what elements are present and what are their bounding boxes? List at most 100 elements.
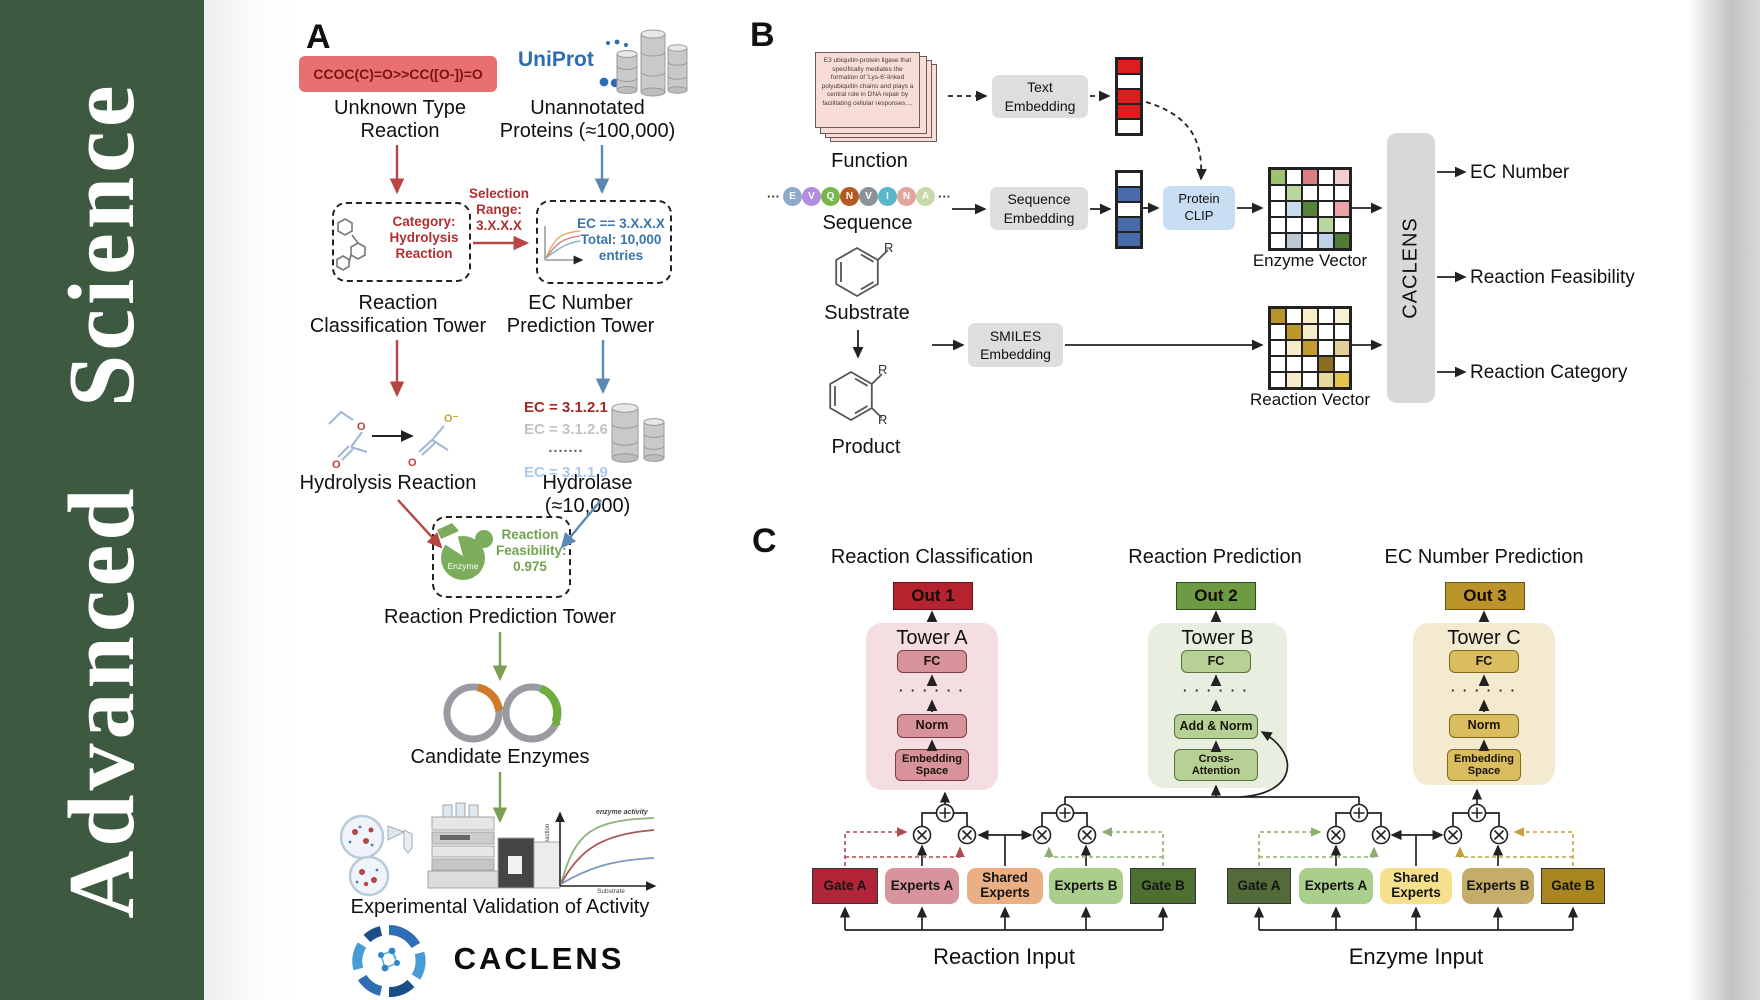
- tower-a-title: Tower A: [896, 627, 968, 649]
- tower-b-cross-attention: Cross- Attention: [1174, 749, 1258, 781]
- vector-cell: [1302, 233, 1318, 249]
- sequence-embedding-vector: [1115, 170, 1143, 249]
- smiles-embedding-box: SMILES Embedding: [968, 323, 1063, 367]
- tower-a-norm: Norm: [897, 714, 967, 738]
- prediction-tower-label: Reaction Prediction Tower: [384, 606, 616, 628]
- vector-cell: [1334, 169, 1350, 185]
- residue-circle: V: [859, 187, 878, 206]
- vector-cell: [1270, 340, 1286, 356]
- vector-cell: [1302, 201, 1318, 217]
- add-node: [1467, 803, 1487, 823]
- panel-a-label: A: [306, 18, 331, 56]
- vector-cell: [1286, 233, 1302, 249]
- vector-cell: [1270, 169, 1286, 185]
- caclens-module: CACLENS: [1387, 133, 1435, 403]
- vector-cell: [1270, 201, 1286, 217]
- ec-item: EC = 3.1.2.6: [524, 420, 608, 438]
- gate-dashed-lines: [844, 827, 1574, 866]
- vector-cell: [1286, 340, 1302, 356]
- text-embedding-vector: [1115, 57, 1143, 136]
- vector-cell: [1117, 202, 1141, 217]
- reaction-experts-b: Experts B: [1049, 868, 1123, 904]
- vector-cell: [1117, 89, 1141, 104]
- vector-cell: [1318, 169, 1334, 185]
- ec-item-ellipsis: ·······: [548, 442, 584, 460]
- sequence-label: Sequence: [822, 212, 913, 234]
- reaction-vector-label: Reaction Vector: [1249, 390, 1370, 409]
- vector-cell: [1302, 356, 1318, 372]
- reaction-input-label: Reaction Input: [933, 944, 1075, 969]
- vector-cell: [1117, 59, 1141, 74]
- output-reaction-feasibility: Reaction Feasibility: [1470, 267, 1635, 288]
- ec-item: EC = 3.1.2.1: [524, 399, 608, 416]
- vector-cell: [1302, 324, 1318, 340]
- out3-box: Out 3: [1445, 582, 1525, 610]
- vector-cell: [1302, 169, 1318, 185]
- vector-cell: [1334, 201, 1350, 217]
- feasibility-text: Reaction Feasibility: 0.975: [496, 527, 567, 575]
- residue-circle: I: [878, 187, 897, 206]
- vector-cell: [1334, 324, 1350, 340]
- classification-dashed-box: [332, 202, 471, 282]
- vector-cell: [1334, 233, 1350, 249]
- panel-c-label: C: [752, 522, 777, 560]
- vector-cell: [1117, 74, 1141, 89]
- vector-cell: [1318, 308, 1334, 324]
- multiply-node: [957, 825, 977, 845]
- vector-cell: [1286, 372, 1302, 388]
- enzyme-vector-label: Enzyme Vector: [1252, 251, 1368, 270]
- ester-o-atom: O: [357, 421, 366, 433]
- protein-clip-box: Protein CLIP: [1163, 186, 1235, 230]
- enzyme-gate-a: Gate A: [1227, 868, 1291, 904]
- sequence-embedding-box: Sequence Embedding: [990, 187, 1088, 230]
- tower-a-embedding-space: Embedding Space: [895, 749, 969, 781]
- output-reaction-category: Reaction Category: [1470, 362, 1628, 383]
- panel-b-label: B: [750, 16, 775, 54]
- activity-ylabel: Rate of reaction: [545, 823, 551, 867]
- vector-cell: [1334, 372, 1350, 388]
- enzyme-shared-experts: Shared Experts: [1380, 868, 1452, 904]
- vector-cell: [1286, 201, 1302, 217]
- product-r1-label: R: [878, 362, 888, 377]
- function-card: E3 ubiquitin-protein ligase that specifi…: [815, 52, 920, 128]
- col-title-ec-prediction: EC Number Prediction: [1384, 546, 1584, 568]
- caclens-wordmark: CACLENS: [453, 941, 625, 976]
- unknown-reaction-label: Unknown Type Reaction: [334, 97, 466, 142]
- ec-dashed-box: [536, 200, 672, 284]
- hydrolase-database-icon: [611, 403, 665, 463]
- vector-cell: [1334, 356, 1350, 372]
- vector-cell: [1270, 324, 1286, 340]
- multiply-node: [912, 825, 932, 845]
- add-node: [935, 803, 955, 823]
- vector-cell: [1286, 169, 1302, 185]
- tower-b-fc: FC: [1181, 650, 1251, 673]
- hydrolase-label: Hydrolase (≈10,000): [542, 472, 633, 517]
- vector-cell: [1302, 217, 1318, 233]
- acetate-molecule-icon: [418, 425, 449, 456]
- multiply-node: [1326, 825, 1346, 845]
- activity-xlabel: Substrate: [597, 888, 625, 895]
- reaction-experts-a: Experts A: [885, 868, 959, 904]
- journal-title: Advanced Science: [50, 81, 154, 919]
- residue-circle: N: [897, 187, 916, 206]
- uniprot-logo: UniProt: [518, 48, 594, 71]
- vector-cell: [1302, 185, 1318, 201]
- tower-b-add-norm: Add & Norm: [1174, 714, 1258, 739]
- vector-cell: [1318, 324, 1334, 340]
- reaction-shared-experts: Shared Experts: [967, 868, 1043, 904]
- enzyme-input-label: Enzyme Input: [1348, 944, 1484, 969]
- unannotated-proteins-label: Unannotated Proteins (≈100,000): [499, 97, 676, 142]
- vector-cell: [1117, 217, 1141, 232]
- residue-circle: E: [783, 187, 802, 206]
- vector-cell: [1117, 104, 1141, 119]
- ec-box-text: EC == 3.X.X.X Total: 10,000 entries: [577, 216, 665, 264]
- selection-range-label: Selection Range: 3.X.X.X: [468, 186, 530, 234]
- vector-cell: [1318, 233, 1334, 249]
- out2-box: Out 2: [1176, 582, 1256, 610]
- vector-cell: [1318, 201, 1334, 217]
- add-node: [1055, 803, 1075, 823]
- tower-b-dots: · · · · · ·: [1182, 683, 1250, 698]
- reaction-gate-a: Gate A: [812, 868, 878, 904]
